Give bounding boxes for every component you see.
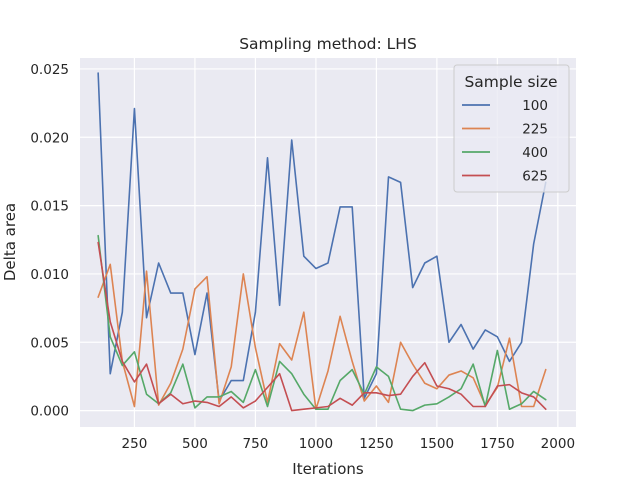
x-tick-label: 500 [182,436,208,452]
x-axis-ticks: 250 500 750 1000 1250 1500 1750 2000 [122,436,575,452]
series-line-400 [97,234,547,412]
x-tick-label: 1750 [480,436,514,452]
legend-title: Sample size [464,73,557,91]
series-line-100 [97,72,547,402]
x-tick-label: 1500 [420,436,454,452]
y-tick-label: 0.025 [30,62,69,78]
y-axis-label: Delta area [1,203,19,281]
legend-label-400: 400 [522,145,548,161]
y-tick-label: 0.020 [30,130,69,146]
series-line-625 [97,241,547,412]
x-tick-label: 1000 [299,436,333,452]
legend-box [453,64,570,193]
legend-label-100: 100 [522,98,548,114]
x-tick-label: 250 [122,436,148,452]
y-tick-label: 0.010 [30,267,69,283]
legend: Sample size 100 225 400 625 [453,64,570,193]
x-axis-label: Iterations [292,460,364,478]
series-line-225 [97,263,547,411]
series-group [97,72,547,412]
y-axis-ticks: 0.000 0.005 0.010 0.015 0.020 0.025 [30,62,69,420]
grid [80,58,576,427]
x-tick-label: 2000 [541,436,575,452]
y-tick-label: 0.000 [30,404,69,420]
legend-label-625: 625 [522,169,548,185]
x-tick-label: 750 [243,436,269,452]
y-tick-label: 0.005 [30,335,69,351]
y-tick-label: 0.015 [30,199,69,215]
legend-entries: 100 225 400 625 [462,98,548,185]
chart-title: Sampling method: LHS [239,35,417,53]
legend-label-225: 225 [522,122,548,138]
x-tick-label: 1250 [359,436,393,452]
